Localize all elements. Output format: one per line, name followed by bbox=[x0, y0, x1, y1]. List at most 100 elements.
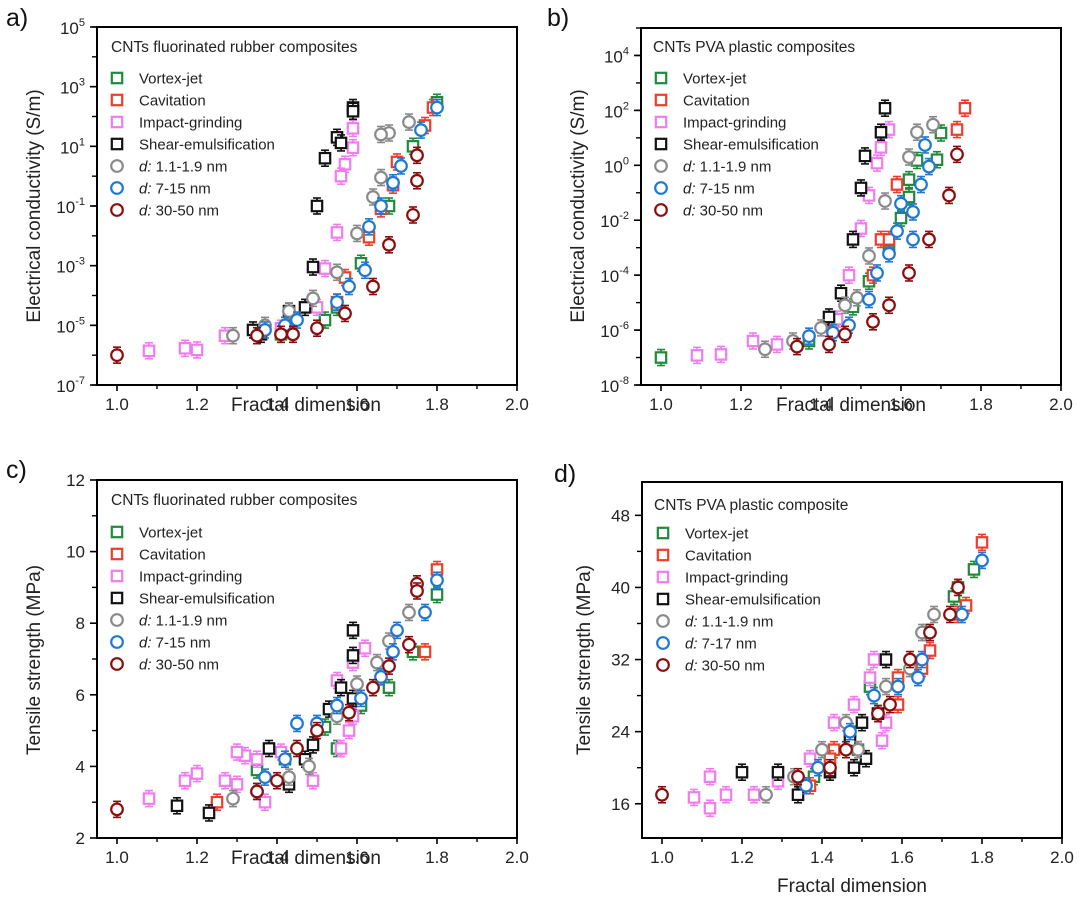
y-tick-base: 10 bbox=[604, 102, 623, 121]
circle-marker bbox=[906, 205, 920, 219]
legend-label: Shear-emulsification bbox=[139, 137, 275, 154]
data-point bbox=[922, 232, 936, 247]
x-tick-label: 1.0 bbox=[105, 395, 129, 414]
data-point bbox=[770, 338, 784, 351]
circle-marker bbox=[879, 679, 893, 694]
y-tick-exponent: 1 bbox=[79, 136, 85, 148]
axis-ticks: 1.0 1.2 1.4 1.6 1.8 2.010-810-610-410-2100102… bbox=[600, 27, 1073, 414]
square-marker bbox=[846, 233, 860, 246]
data-point bbox=[226, 791, 240, 806]
legend-label-text: Impact-grinding bbox=[685, 570, 788, 587]
y-tick-label: 10-4 bbox=[600, 265, 629, 286]
x-tick-label: 1.6 bbox=[345, 848, 369, 867]
circle-marker bbox=[430, 100, 444, 115]
data-point bbox=[430, 588, 444, 601]
circle-marker bbox=[799, 778, 813, 793]
data-point bbox=[874, 125, 888, 139]
data-point bbox=[306, 738, 320, 752]
legend-label-prefix: d: bbox=[139, 635, 152, 652]
circle-marker bbox=[402, 605, 416, 620]
data-point bbox=[859, 752, 873, 765]
data-point bbox=[791, 788, 805, 802]
data-point bbox=[922, 159, 936, 174]
square-marker bbox=[142, 344, 156, 358]
legend-label-text: 1.1-1.9 nm bbox=[696, 159, 772, 176]
data-point bbox=[950, 123, 964, 136]
data-point bbox=[847, 761, 861, 775]
data-marks bbox=[654, 99, 972, 367]
legend-label-prefix: d: bbox=[683, 159, 696, 176]
circle-marker bbox=[656, 636, 670, 650]
data-point bbox=[346, 649, 360, 662]
legend-label: Impact-grinding bbox=[685, 570, 788, 587]
legend-label-prefix: d: bbox=[685, 658, 698, 675]
data-point bbox=[879, 679, 893, 694]
data-point bbox=[822, 310, 836, 324]
y-tick-base: 10 bbox=[604, 47, 623, 66]
data-point bbox=[270, 773, 284, 788]
legend-marker-d-30-50-nm bbox=[110, 657, 124, 671]
data-point bbox=[142, 344, 156, 358]
circle-marker bbox=[862, 292, 876, 307]
y-tick-base: 10 bbox=[600, 377, 619, 396]
square-marker bbox=[310, 199, 324, 213]
square-marker bbox=[142, 792, 156, 805]
data-point bbox=[874, 141, 888, 154]
series-impact-grinding bbox=[687, 650, 893, 818]
square-marker bbox=[923, 644, 937, 657]
square-marker bbox=[834, 286, 848, 300]
square-marker bbox=[803, 752, 817, 765]
data-point bbox=[374, 199, 388, 213]
data-point bbox=[286, 327, 300, 342]
data-point bbox=[354, 691, 368, 706]
data-point bbox=[402, 115, 416, 129]
data-point bbox=[903, 652, 917, 667]
circle-marker bbox=[975, 553, 989, 568]
y-tick-label: 10-7 bbox=[56, 375, 85, 396]
data-point bbox=[334, 169, 348, 183]
y-axis-title: Tensile strength (MPa) bbox=[574, 565, 595, 755]
square-marker bbox=[890, 178, 904, 191]
y-tick-label: 24 bbox=[611, 723, 630, 742]
circle-marker bbox=[274, 327, 288, 342]
data-point bbox=[918, 138, 932, 152]
data-point bbox=[875, 734, 889, 747]
legend: Vortex-jet Cavitation Impact-grinding Shear… bbox=[110, 525, 275, 674]
data-point bbox=[394, 159, 408, 173]
data-point bbox=[250, 328, 264, 343]
data-point bbox=[386, 644, 400, 659]
data-point bbox=[655, 787, 669, 802]
data-point bbox=[402, 637, 416, 652]
square-marker bbox=[847, 698, 861, 711]
square-marker bbox=[358, 641, 372, 655]
data-point bbox=[862, 292, 876, 307]
square-marker bbox=[690, 349, 704, 362]
square-marker bbox=[654, 93, 668, 107]
y-tick-exponent: -1 bbox=[75, 196, 85, 208]
legend-label-text: Shear-emulsification bbox=[685, 592, 821, 609]
y-tick-exponent: 0 bbox=[623, 155, 629, 167]
y-tick-base: 10 bbox=[56, 317, 75, 336]
data-point bbox=[894, 196, 908, 211]
legend-label: Impact-grinding bbox=[683, 115, 786, 132]
legend-label-prefix: d: bbox=[683, 181, 696, 198]
circle-marker bbox=[915, 652, 929, 667]
circle-marker bbox=[110, 657, 124, 671]
y-tick-label: 10-6 bbox=[600, 320, 629, 341]
data-point bbox=[346, 141, 360, 154]
y-tick-label: 2 bbox=[76, 829, 85, 848]
square-marker bbox=[958, 101, 972, 115]
square-marker bbox=[190, 767, 204, 780]
circle-marker bbox=[862, 249, 876, 263]
x-axis-title: Fractal dimension bbox=[777, 876, 927, 897]
circle-marker bbox=[350, 226, 364, 241]
circle-marker bbox=[758, 342, 772, 357]
circle-marker bbox=[906, 232, 920, 247]
data-point bbox=[746, 334, 760, 348]
data-point bbox=[687, 791, 701, 804]
x-axis-title: Fractal dimension bbox=[231, 848, 381, 869]
legend-marker-cavitation bbox=[654, 93, 668, 107]
data-point bbox=[923, 625, 937, 640]
square-marker bbox=[342, 724, 356, 737]
